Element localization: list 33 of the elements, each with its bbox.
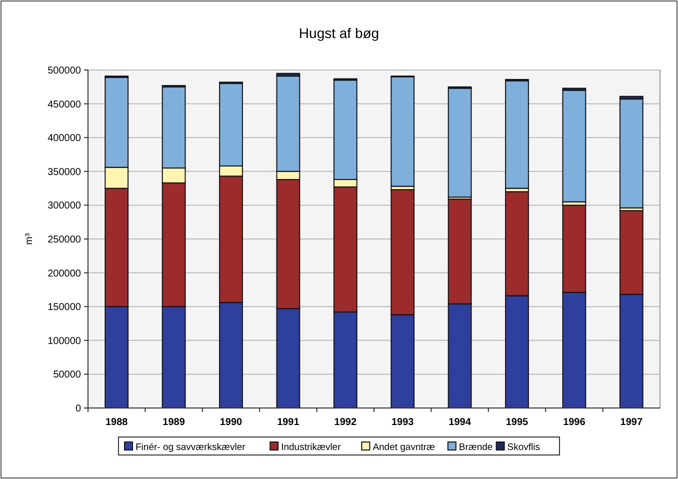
x-tick-label: 1997 [620,417,643,428]
y-tick-label: 100000 [48,336,82,347]
y-tick-label: 350000 [48,166,82,178]
y-tick-label: 300000 [48,200,82,212]
y-tick-label: 0 [75,404,82,414]
y-tick-label: 200000 [48,268,82,280]
legend-label: Andet gavntræ [372,442,436,453]
x-tick-label: 1989 [162,417,186,428]
x-tick-label: 1988 [105,417,128,428]
chart-title: Hugst af bøg [298,25,380,41]
y-tick-label: 450000 [48,99,82,110]
y-tick-label: 50000 [53,370,82,381]
x-tick-label: 1995 [506,417,529,428]
y-tick-label: 500000 [48,66,82,76]
bar [390,76,415,187]
y-tick-label: 400000 [48,133,82,144]
legend-label: Skovflis [507,442,540,453]
x-tick-label: 1991 [277,417,300,428]
y-axis-title: m³ [24,232,35,245]
bar [619,98,644,208]
bar [505,80,529,189]
x-tick-label: 1996 [563,417,586,428]
x-tick-label: 1990 [220,417,243,428]
bar [448,88,472,198]
legend-label: Finér- og savværkskævler [136,442,246,453]
y-tick-label: 250000 [48,234,82,246]
bar [562,90,586,202]
x-tick-label: 1994 [448,417,472,428]
legend-label: Industrikævler [281,442,341,453]
y-tick-label: 150000 [48,302,82,314]
x-tick-label: 1992 [334,417,357,428]
legend-label: Brænde [458,442,493,453]
x-tick-label: 1993 [391,417,414,428]
